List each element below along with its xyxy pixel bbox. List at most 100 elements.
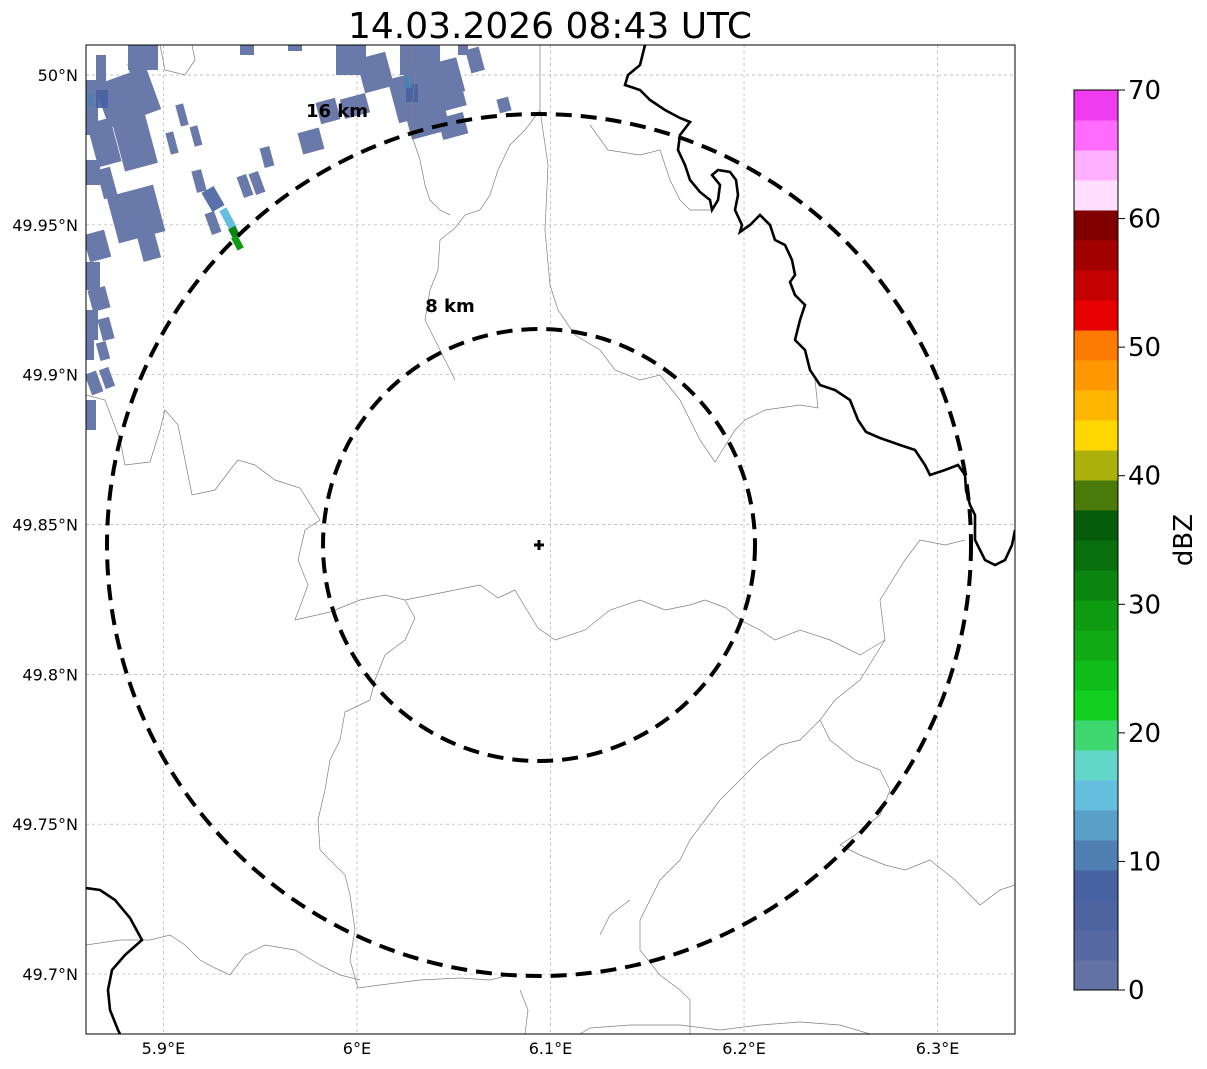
chart-title: 14.03.2026 08:43 UTC [348, 6, 752, 47]
echo-cell [86, 80, 98, 135]
colorbar-bin [1074, 810, 1118, 841]
echo-cell [97, 316, 115, 342]
x-tick-label: 6.2°E [722, 1039, 766, 1058]
x-tick-label: 6.3°E [916, 1039, 960, 1058]
colorbar-bin [1074, 330, 1118, 361]
echo-cell [86, 160, 100, 185]
echo-cell [248, 170, 266, 196]
map-panel: 8 km 16 km [85, 44, 1016, 1035]
colorbar-bin [1074, 900, 1118, 931]
echo-cell [406, 84, 418, 102]
echo-cell [240, 45, 254, 55]
country-borders [86, 45, 1015, 1034]
colorbar-bin [1074, 390, 1118, 421]
colorbar-bin [1074, 450, 1118, 481]
echo-cell [96, 55, 106, 85]
echo-cell [236, 173, 254, 199]
range-ring-8km [321, 327, 757, 763]
colorbar-bin [1074, 360, 1118, 391]
echo-cell [86, 229, 112, 263]
colorbar-bin [1074, 180, 1118, 211]
colorbar-bin [1074, 270, 1118, 301]
radar-echoes [86, 45, 512, 430]
colorbar: 0 10 20 30 40 50 60 70 dBZ [1073, 76, 1199, 1006]
borders [86, 45, 1015, 1034]
colorbar-bin [1074, 930, 1118, 961]
echo-cell [189, 125, 203, 147]
x-tick-label: 5.9°E [142, 1039, 186, 1058]
range-rings [105, 112, 973, 978]
echo-cell [288, 45, 302, 51]
colorbar-bin [1074, 540, 1118, 571]
echo-cell [86, 262, 100, 290]
colorbar-tick-label: 50 [1128, 333, 1161, 363]
colorbar-bin [1074, 780, 1118, 811]
colorbar-bin [1074, 150, 1118, 181]
echo-cell [86, 370, 104, 396]
colorbar-bin [1074, 300, 1118, 331]
colorbar-tick-label: 0 [1128, 976, 1145, 1006]
colorbar-tick-label: 40 [1128, 462, 1161, 492]
echo-cell [127, 60, 145, 86]
colorbar-bin [1074, 210, 1118, 241]
ring-label-8km: 8 km [425, 296, 475, 317]
echo-cell [201, 185, 225, 213]
echo-cell [106, 184, 166, 244]
colorbar-bin [1074, 570, 1118, 601]
x-tick-label: 6.1°E [529, 1039, 573, 1058]
colorbar-bin [1074, 90, 1118, 121]
colorbar-tick-label: 20 [1128, 719, 1161, 749]
echo-cell [86, 340, 94, 360]
colorbar-bins [1074, 90, 1118, 991]
colorbar-tick-label: 30 [1128, 590, 1161, 620]
echo-cell [96, 90, 108, 108]
ring-label-16km: 16 km [306, 101, 368, 122]
admin-boundaries [86, 45, 1015, 1034]
y-tick-label: 49.75°N [12, 815, 78, 834]
colorbar-bin [1074, 960, 1118, 991]
colorbar-tick-label: 70 [1128, 76, 1161, 106]
colorbar-bin [1074, 420, 1118, 451]
colorbar-tick-label: 10 [1128, 847, 1161, 877]
colorbar-bin [1074, 690, 1118, 721]
y-tick-label: 49.85°N [12, 516, 78, 535]
y-tick-label: 49.95°N [12, 216, 78, 235]
echo-cell [297, 127, 325, 155]
echo-cell [88, 94, 94, 106]
echo-cell [191, 169, 207, 193]
echo-cell [437, 112, 469, 140]
echo-cell [98, 366, 116, 390]
colorbar-bin [1074, 840, 1118, 871]
x-tick-label: 6°E [343, 1039, 371, 1058]
colorbar-bin [1074, 480, 1118, 511]
y-tick-label: 49.9°N [22, 366, 78, 385]
range-ring-16km [105, 112, 973, 978]
echo-cell [356, 51, 395, 94]
colorbar-bin [1074, 240, 1118, 271]
echo-cell-15dbz [219, 207, 237, 231]
colorbar-bin [1074, 510, 1118, 541]
echo-cell [87, 286, 111, 312]
colorbar-bin [1074, 660, 1118, 691]
colorbar-tick-label: 60 [1128, 205, 1161, 235]
colorbar-bin [1074, 120, 1118, 151]
echo-cell [465, 46, 485, 74]
echo-cell [96, 166, 118, 200]
echo-cell [95, 341, 111, 361]
colorbar-bin [1074, 750, 1118, 781]
echo-cell [315, 97, 341, 125]
echo-cell [112, 114, 158, 172]
echo-cell [86, 117, 122, 168]
echo-cell [259, 146, 275, 168]
echo-cell [432, 57, 466, 98]
radar-site-marker [534, 540, 544, 550]
echo-cell [137, 233, 162, 262]
axis-tick-labels: 5.9°E 6°E 6.1°E 6.2°E 6.3°E 50°N 49.95°N 49.9°N… [12, 66, 959, 1058]
colorbar-bin [1074, 630, 1118, 661]
colorbar-label: dBZ [1169, 514, 1199, 566]
echo-cell [86, 310, 98, 340]
echo-cell [175, 103, 189, 127]
map-frame [85, 44, 1016, 1035]
echo-cell [165, 131, 179, 155]
